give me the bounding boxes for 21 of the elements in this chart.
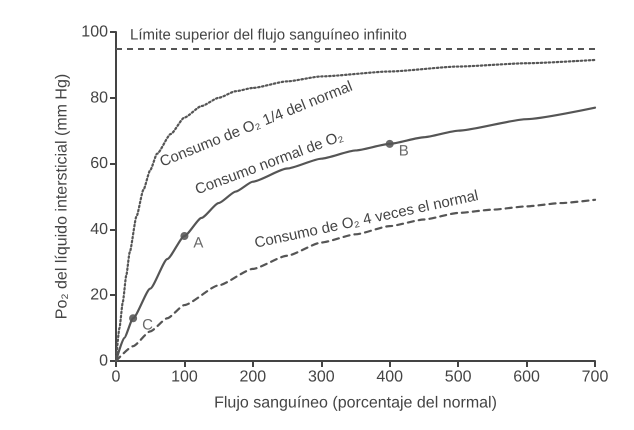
annotation: C (142, 316, 154, 334)
y-tick-label: 60 (90, 155, 108, 172)
y-tick-label: 100 (81, 24, 108, 40)
text: Consumo de O₂ 4 veces el normal (253, 187, 480, 252)
x-tick-label: 200 (240, 368, 266, 386)
y-tick-label: 0 (99, 352, 108, 370)
annotation: A (193, 234, 204, 252)
annotation: B (398, 142, 409, 160)
y-axis-title: Po₂ del líquido intersticial (mm Hg) (54, 74, 70, 320)
x-tick-label: 100 (171, 368, 198, 386)
x-axis-title: Flujo sanguíneo (porcentaje del normal) (214, 394, 497, 412)
x-tick-label: 600 (513, 368, 540, 386)
y-tick-label: 80 (90, 89, 108, 106)
x-tick-label: 300 (308, 368, 335, 386)
x-tick-label: 500 (444, 368, 472, 386)
y-tick-label: 20 (90, 286, 108, 304)
x-tick-label: 700 (582, 368, 608, 386)
y-tick-label: 40 (90, 220, 108, 238)
x-tick-label: 400 (376, 368, 404, 386)
ref-line-label: Límite superior del flujo sanguíneo infinito (130, 26, 407, 44)
x-tick-label: 0 (112, 368, 121, 386)
